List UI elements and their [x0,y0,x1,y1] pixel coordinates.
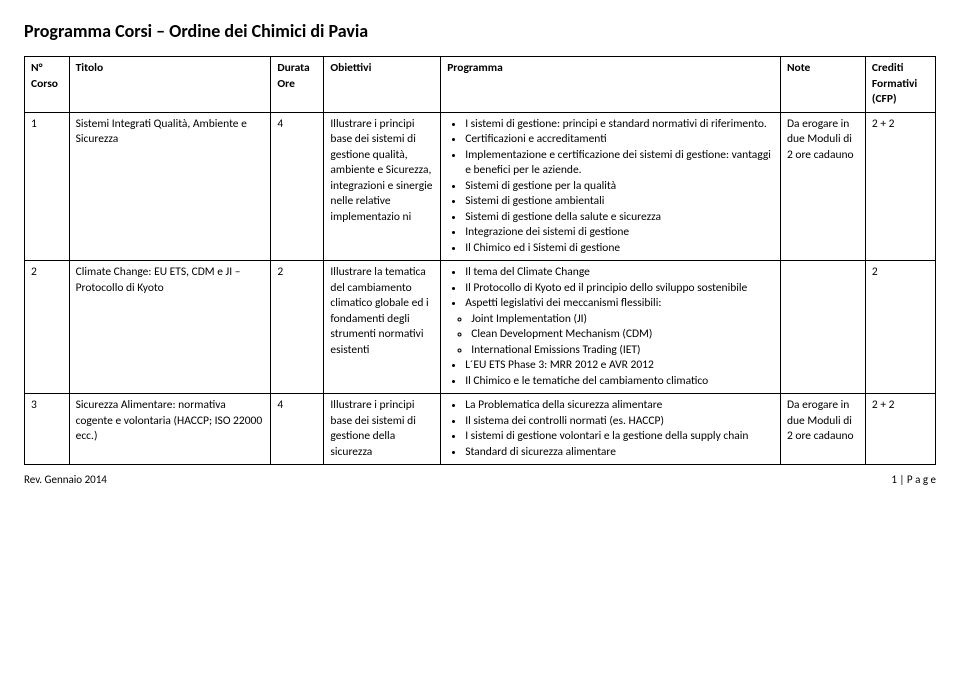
th-programma: Programma [441,57,781,113]
courses-table: N° Corso Titolo Durata Ore Obiettivi Pro… [24,56,936,465]
cell-titolo: Climate Change: EU ETS, CDM e JI – Proto… [69,261,271,394]
programma-sub-item: Joint Implementation (JI) [471,312,774,328]
cell-programma: Il tema del Climate ChangeIl Protocollo … [441,261,781,394]
programma-item: Il tema del Climate Change [465,265,774,281]
cell-cfp: 2 + 2 [865,394,935,465]
programma-sub-item: Clean Development Mechanism (CDM) [471,327,774,343]
cell-durata: 4 [271,112,324,261]
programma-item: Sistemi di gestione della salute e sicur… [465,210,774,226]
th-n-corso: N° Corso [25,57,70,113]
programma-item: Il Protocollo di Kyoto ed il principio d… [465,281,774,297]
table-header-row: N° Corso Titolo Durata Ore Obiettivi Pro… [25,57,936,113]
cell-cfp: 2 [865,261,935,394]
programma-item: Sistemi di gestione ambientali [465,194,774,210]
programma-item: Integrazione dei sistemi di gestione [465,225,774,241]
cell-durata: 2 [271,261,324,394]
th-titolo: Titolo [69,57,271,113]
th-cfp: Crediti Formativi (CFP) [865,57,935,113]
table-row: 2Climate Change: EU ETS, CDM e JI – Prot… [25,261,936,394]
table-row: 3Sicurezza Alimentare: normativa cogente… [25,394,936,465]
programma-item: Il Chimico e le tematiche del cambiament… [465,374,774,390]
th-durata: Durata Ore [271,57,324,113]
cell-note: Da erogare in due Moduli di 2 ore cadaun… [780,394,865,465]
cell-note: Da erogare in due Moduli di 2 ore cadaun… [780,112,865,261]
footer: Rev. Gennaio 2014 1 | P a g e [24,473,936,486]
cell-titolo: Sistemi Integrati Qualità, Ambiente e Si… [69,112,271,261]
cell-obiettivi: Illustrare i principi base dei sistemi d… [324,112,441,261]
cell-n-corso: 3 [25,394,70,465]
programma-item: Certificazioni e accreditamenti [465,132,774,148]
cell-titolo: Sicurezza Alimentare: normativa cogente … [69,394,271,465]
cell-n-corso: 2 [25,261,70,394]
cell-programma: I sistemi di gestione: principi e standa… [441,112,781,261]
table-row: 1Sistemi Integrati Qualità, Ambiente e S… [25,112,936,261]
page-title: Programma Corsi – Ordine dei Chimici di … [24,20,936,42]
cell-n-corso: 1 [25,112,70,261]
cell-durata: 4 [271,394,324,465]
footer-revision: Rev. Gennaio 2014 [24,473,107,486]
programma-item: Standard di sicurezza alimentare [465,445,774,461]
th-note: Note [780,57,865,113]
programma-item: Implementazione e certificazione dei sis… [465,148,774,179]
programma-item: Il sistema dei controlli normati (es. HA… [465,414,774,430]
cell-note [780,261,865,394]
programma-item: Il Chimico ed i Sistemi di gestione [465,241,774,257]
cell-obiettivi: Illustrare i principi base dei sistemi d… [324,394,441,465]
cell-cfp: 2 + 2 [865,112,935,261]
programma-item: L´EU ETS Phase 3: MRR 2012 e AVR 2012 [465,358,774,374]
programma-item: Sistemi di gestione per la qualità [465,179,774,195]
programma-item: I sistemi di gestione volontari e la ges… [465,429,774,445]
programma-sub-item: International Emissions Trading (IET) [471,343,774,359]
cell-obiettivi: Illustrare la tematica del cambiamento c… [324,261,441,394]
cell-programma: La Problematica della sicurezza alimenta… [441,394,781,465]
programma-item: La Problematica della sicurezza alimenta… [465,398,774,414]
programma-item: Aspetti legislativi dei meccanismi fless… [465,296,774,312]
footer-page: 1 | P a g e [891,473,936,486]
th-obiettivi: Obiettivi [324,57,441,113]
programma-item: I sistemi di gestione: principi e standa… [465,117,774,133]
